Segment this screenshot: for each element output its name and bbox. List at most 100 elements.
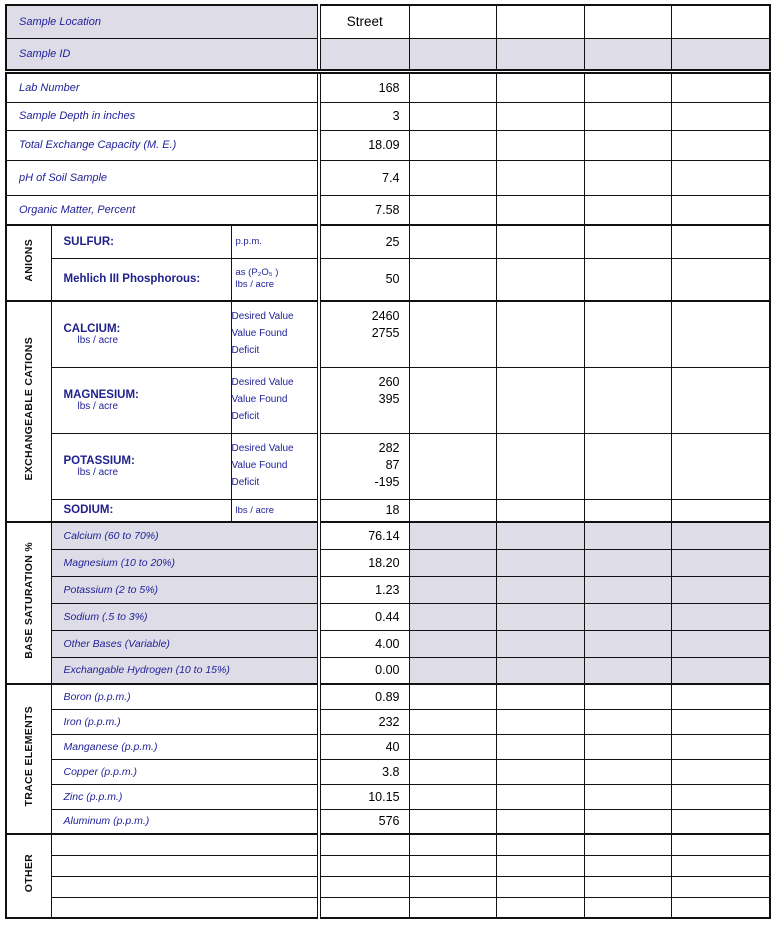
empty-cell [495, 656, 585, 685]
table-row [6, 896, 771, 919]
table-row: Sample Depth in inches 3 [5, 101, 771, 131]
empty-cell [408, 708, 497, 735]
empty-cell [670, 875, 771, 898]
calcium-desired-value: 2460 [371, 309, 400, 323]
empty-cell [408, 733, 497, 760]
sulfur-unit: p.p.m. [230, 224, 320, 259]
table-row: Lab Number 168 [5, 68, 771, 103]
empty-cell [670, 37, 771, 72]
empty-cell [495, 758, 585, 785]
row-label-exchange-capacity: Total Exchange Capacity (M. E.) [5, 129, 320, 161]
magnesium-unit: lbs / acre [77, 400, 119, 412]
empty-cell [670, 521, 771, 550]
empty-cell [408, 783, 497, 810]
row-label-aluminum: Aluminum (p.p.m.) [50, 808, 320, 835]
potassium-label: POTASSIUM: [63, 454, 135, 467]
empty-cell [408, 548, 497, 577]
empty-cell [670, 708, 771, 735]
bs-magnesium-value: 18.20 [317, 548, 410, 577]
sodium-value: 18 [317, 498, 410, 523]
row-label-zinc: Zinc (p.p.m.) [50, 783, 320, 810]
empty-cell [408, 257, 497, 302]
measure-deficit: Deficit [231, 345, 260, 356]
empty-label-cell [50, 854, 320, 877]
empty-cell [670, 854, 771, 877]
potassium-unit: lbs / acre [77, 466, 119, 478]
table-row: Zinc (p.p.m.) 10.15 [6, 783, 771, 810]
magnesium-desired-value: 260 [378, 374, 400, 389]
group-label-exchangeable-cations: EXCHANGEABLE CATIONS [5, 300, 52, 523]
table-row: pH of Soil Sample 7.4 [5, 159, 771, 196]
table-row: Copper (p.p.m.) 3.8 [6, 758, 771, 785]
measure-desired: Desired Value [231, 311, 294, 322]
empty-cell [408, 432, 497, 500]
row-label-ph: pH of Soil Sample [5, 159, 320, 196]
empty-cell [495, 548, 585, 577]
empty-cell [495, 194, 585, 226]
empty-cell [408, 629, 497, 658]
empty-cell [670, 224, 771, 259]
measure-found: Value Found [231, 459, 288, 471]
phosphorous-value: 50 [317, 257, 410, 302]
empty-cell [670, 733, 771, 760]
empty-cell [408, 758, 497, 785]
measure-desired: Desired Value [231, 376, 294, 388]
empty-cell [408, 129, 497, 161]
row-label-phosphorous: Mehlich III Phosphorous: [50, 257, 232, 302]
table-row: Sodium (.5 to 3%) 0.44 [6, 602, 771, 631]
row-label-sulfur: SULFUR: [50, 224, 232, 259]
empty-cell [670, 629, 771, 658]
aluminum-value: 576 [317, 808, 410, 835]
magnesium-measures: Desired Value Value Found Deficit [230, 366, 320, 434]
empty-cell [317, 854, 410, 877]
bs-other-bases-value: 4.00 [317, 629, 410, 658]
empty-cell [408, 896, 497, 919]
empty-cell [495, 498, 585, 523]
soil-report-sheet: Sample Location Street Sample ID Lab Num… [5, 4, 772, 919]
empty-cell [583, 37, 672, 72]
boron-value: 0.89 [317, 683, 410, 710]
empty-cell [670, 300, 771, 368]
table-row: Potassium (2 to 5%) 1.23 [6, 575, 771, 604]
table-row: Magnesium (10 to 20%) 18.20 [6, 548, 771, 577]
trace-elements-vertical-text: TRACE ELEMENTS [22, 706, 35, 807]
row-label-copper: Copper (p.p.m.) [50, 758, 320, 785]
empty-cell [408, 602, 497, 631]
empty-cell [495, 521, 585, 550]
table-row: Aluminum (p.p.m.) 576 [6, 808, 771, 835]
table-row: Iron (p.p.m.) 232 [6, 708, 771, 735]
empty-cell [408, 521, 497, 550]
empty-cell [670, 656, 771, 685]
empty-cell [495, 833, 585, 856]
empty-cell [408, 224, 497, 259]
empty-cell [495, 4, 585, 39]
table-row: POTASSIUM: lbs / acre Desired Value Valu… [6, 432, 771, 500]
empty-cell [583, 833, 672, 856]
magnesium-values: 260 395 [317, 366, 410, 434]
empty-cell [495, 733, 585, 760]
row-label-bs-sodium: Sodium (.5 to 3%) [50, 602, 320, 631]
empty-cell [583, 548, 672, 577]
soil-report-table: Sample Location Street Sample ID Lab Num… [5, 4, 772, 919]
bs-sodium-value: 0.44 [317, 602, 410, 631]
group-label-anions: ANIONS [5, 224, 52, 302]
empty-cell [495, 159, 585, 196]
empty-label-cell [50, 833, 320, 856]
copper-value: 3.8 [317, 758, 410, 785]
empty-cell [495, 854, 585, 877]
calcium-label: CALCIUM: [63, 322, 121, 335]
table-row: Sample Location Street [5, 4, 771, 39]
group-label-trace-elements: TRACE ELEMENTS [5, 683, 52, 835]
row-label-sample-location: Sample Location [5, 4, 320, 39]
table-row: Exchangable Hydrogen (10 to 15%) 0.00 [6, 656, 771, 685]
empty-cell [670, 129, 771, 161]
table-row [6, 875, 771, 898]
empty-cell [583, 366, 672, 434]
manganese-value: 40 [317, 733, 410, 760]
empty-cell [583, 224, 672, 259]
empty-cell [408, 37, 497, 72]
sample-id-value [317, 37, 410, 72]
empty-label-cell [50, 896, 320, 919]
empty-cell [583, 758, 672, 785]
calcium-unit: lbs / acre [77, 334, 119, 346]
